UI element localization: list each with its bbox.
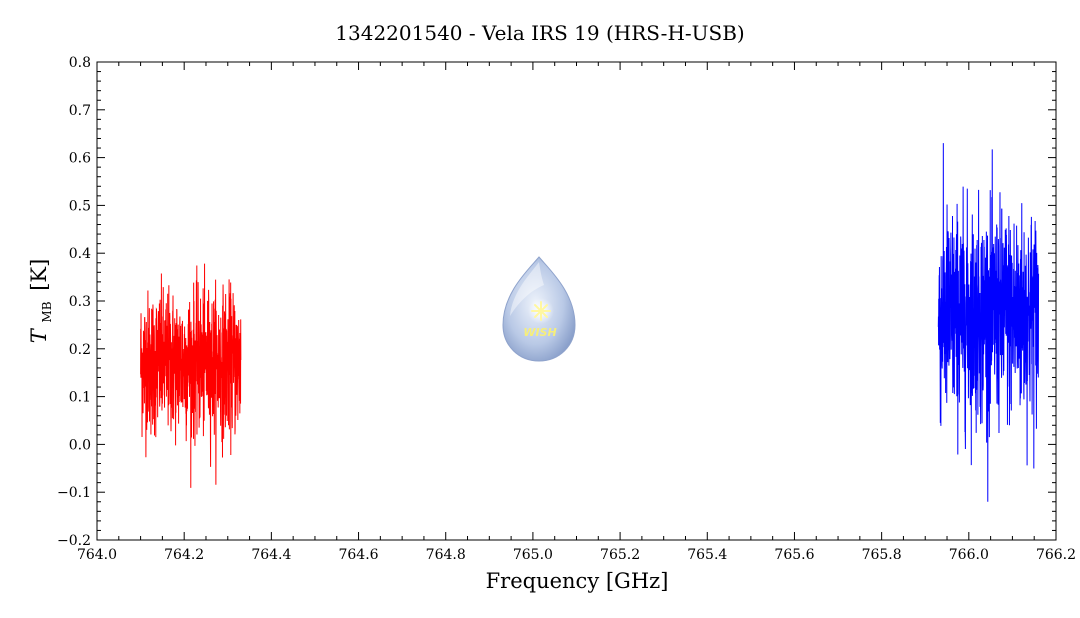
y-tick-label: 0.6 [69, 151, 91, 167]
x-tick-label: 764.4 [251, 547, 291, 563]
x-tick-label: 764.8 [426, 547, 466, 563]
y-tick-label: 0.3 [69, 294, 91, 310]
plot-frame [96, 61, 1057, 541]
x-tick-label: 766.2 [1036, 547, 1076, 563]
y-axis-label-main: T [27, 327, 51, 343]
spectrum-series-2 [937, 143, 1040, 502]
x-tick-label: 765.0 [513, 547, 553, 563]
x-tick-label: 764.0 [77, 547, 117, 563]
chart-title: 1342201540 - Vela IRS 19 (HRS-H-USB) [335, 21, 744, 45]
y-tick-label: 0.0 [69, 437, 91, 453]
x-tick-label: 765.6 [774, 547, 814, 563]
y-tick-label: −0.2 [57, 533, 91, 549]
y-axis-label: T MB [K] [27, 259, 56, 344]
x-tick-label: 765.4 [687, 547, 727, 563]
x-tick-label: 764.2 [164, 547, 204, 563]
logo-text: WISH [523, 326, 556, 339]
x-tick-label: 764.6 [338, 547, 378, 563]
x-tick-label: 765.2 [600, 547, 640, 563]
tick-label-layer: 764.0 764.2 764.4 764.6 764.8 765.0 765.2 765.4… [57, 55, 1076, 563]
x-tick-label: 766.0 [949, 547, 989, 563]
x-axis-label: Frequency [GHz] [486, 569, 669, 593]
x-tick-label: 765.8 [862, 547, 902, 563]
tick-layer [96, 61, 1057, 541]
y-tick-label: −0.1 [57, 485, 91, 501]
water-drop-star-icon: WISH [502, 256, 576, 362]
y-axis-label-sub: MB [40, 301, 54, 322]
y-tick-label: 0.4 [69, 246, 91, 262]
series-layer [140, 143, 1040, 502]
y-tick-label: 0.2 [69, 342, 91, 358]
y-tick-label: 0.5 [69, 198, 91, 214]
spectrum-series-1 [140, 263, 242, 488]
y-tick-label: 0.1 [69, 390, 91, 406]
y-tick-label: 0.7 [69, 103, 91, 119]
y-axis-label-unit: [K] [27, 259, 51, 291]
y-tick-label: 0.8 [69, 55, 91, 71]
